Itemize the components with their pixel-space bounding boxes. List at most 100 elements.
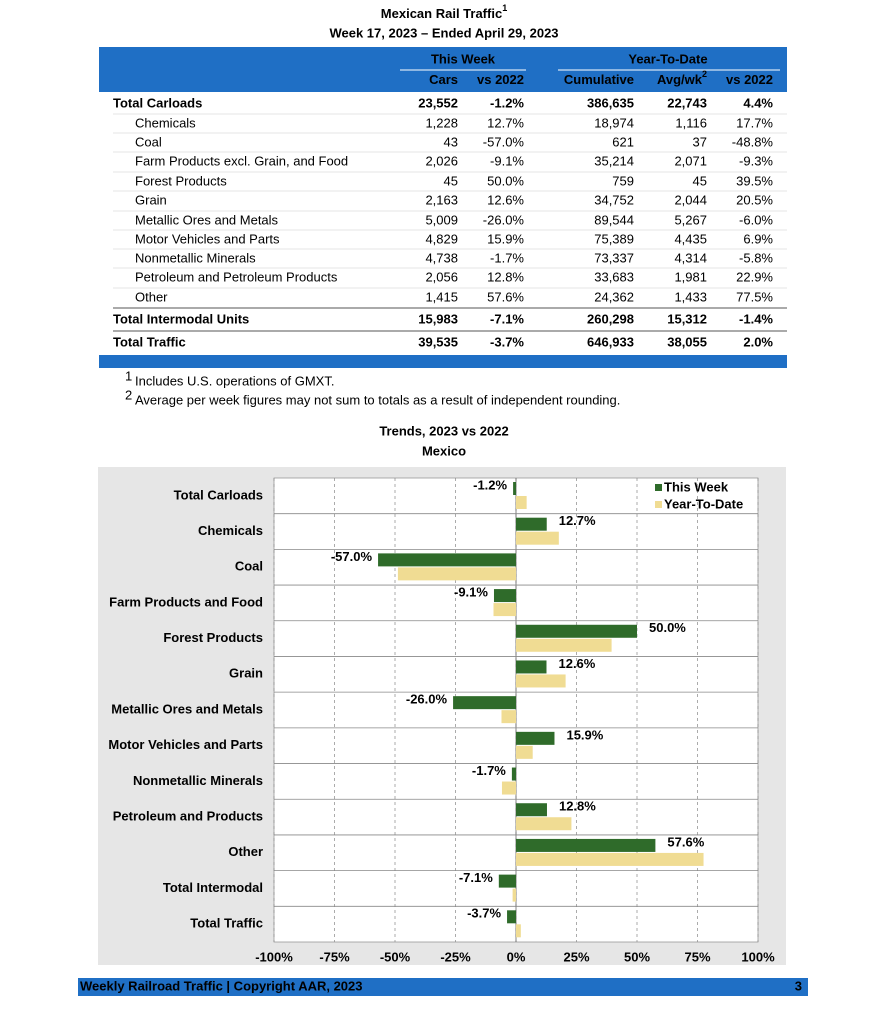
table-cell: -6.0% bbox=[739, 212, 773, 227]
table-cell: 759 bbox=[612, 173, 634, 188]
table-cell: 15,312 bbox=[667, 311, 707, 326]
table-cell: 43 bbox=[444, 134, 458, 149]
column-header-text: vs 2022 bbox=[726, 72, 773, 87]
row-label: Petroleum and Petroleum Products bbox=[135, 269, 338, 284]
y-tick-label: Metallic Ores and Metals bbox=[111, 701, 263, 716]
table-cell: 4.4% bbox=[743, 95, 773, 110]
footnote-mark: 2 bbox=[125, 387, 132, 402]
bar bbox=[507, 910, 516, 924]
column-header: vs 2022 bbox=[477, 72, 524, 87]
table-cell: 37 bbox=[693, 134, 707, 149]
table-footer-band bbox=[99, 355, 787, 368]
bar bbox=[516, 496, 527, 509]
row-label: Other bbox=[135, 289, 168, 304]
table-cell: 33,683 bbox=[594, 269, 634, 284]
data-label: -57.0% bbox=[331, 549, 373, 564]
row-label: Motor Vehicles and Parts bbox=[135, 231, 280, 246]
table-cell: -3.7% bbox=[490, 334, 524, 349]
data-label: -7.1% bbox=[459, 870, 493, 885]
table-cell: 12.6% bbox=[487, 192, 524, 207]
table-cell: 35,214 bbox=[594, 153, 634, 168]
bar bbox=[516, 745, 533, 759]
table-cell: 2,056 bbox=[425, 269, 458, 284]
column-header-text: Cumulative bbox=[564, 72, 634, 87]
subtitle: Week 17, 2023 – Ended April 29, 2023 bbox=[329, 25, 558, 40]
table-cell: 2,026 bbox=[425, 153, 458, 168]
table-cell: 45 bbox=[444, 173, 458, 188]
y-tick-label: Motor Vehicles and Parts bbox=[108, 737, 263, 752]
bar bbox=[516, 731, 555, 745]
data-label: 50.0% bbox=[649, 620, 686, 635]
table-cell: -48.8% bbox=[732, 134, 774, 149]
table-cell: -5.8% bbox=[739, 250, 773, 265]
column-header: vs 2022 bbox=[726, 72, 773, 87]
superscript: 2 bbox=[702, 69, 707, 79]
table-cell: 5,009 bbox=[425, 212, 458, 227]
table-cell: 77.5% bbox=[736, 289, 773, 304]
row-label: Forest Products bbox=[135, 173, 227, 188]
table-cell: 75,389 bbox=[594, 231, 634, 246]
data-label: 57.6% bbox=[667, 834, 704, 849]
data-label: 15.9% bbox=[566, 727, 603, 742]
table-cell: 4,829 bbox=[425, 231, 458, 246]
table-cell: 39,535 bbox=[418, 334, 458, 349]
table-cell: 15,983 bbox=[418, 311, 458, 326]
table-cell: 20.5% bbox=[736, 192, 773, 207]
column-header: Cars bbox=[429, 72, 458, 87]
column-header-text: Avg/wk bbox=[657, 72, 703, 87]
data-label: 12.8% bbox=[559, 799, 596, 814]
data-label: 12.6% bbox=[558, 656, 595, 671]
x-tick-label: -50% bbox=[380, 949, 411, 964]
bar bbox=[516, 674, 566, 688]
table-cell: 4,435 bbox=[674, 231, 707, 246]
data-label: -26.0% bbox=[406, 692, 448, 707]
table-cell: 23,552 bbox=[418, 95, 458, 110]
table-cell: 2,071 bbox=[674, 153, 707, 168]
table-cell: 2,163 bbox=[425, 192, 458, 207]
footer-band bbox=[78, 978, 808, 996]
row-label: Farm Products excl. Grain, and Food bbox=[135, 153, 348, 168]
legend-entry: This Week bbox=[664, 479, 729, 494]
bar bbox=[516, 517, 547, 531]
legend-entry: Year-To-Date bbox=[664, 496, 743, 511]
bar bbox=[516, 852, 704, 866]
y-tick-label: Grain bbox=[229, 666, 263, 681]
table-cell: 18,974 bbox=[594, 115, 634, 130]
y-tick-label: Forest Products bbox=[163, 630, 263, 645]
legend-swatch bbox=[655, 484, 662, 491]
bar bbox=[516, 531, 559, 545]
table-cell: 34,752 bbox=[594, 192, 634, 207]
y-tick-label: Chemicals bbox=[198, 523, 263, 538]
bar bbox=[516, 817, 572, 831]
table-cell: -26.0% bbox=[483, 212, 525, 227]
legend-swatch bbox=[655, 501, 662, 508]
table-cell: 4,738 bbox=[425, 250, 458, 265]
bar bbox=[493, 603, 516, 617]
row-label: Total Traffic bbox=[113, 334, 186, 349]
table-cell: 38,055 bbox=[667, 334, 707, 349]
column-header-text: Cars bbox=[429, 72, 458, 87]
data-label: -9.1% bbox=[454, 585, 488, 600]
table-cell: 57.6% bbox=[487, 289, 524, 304]
data-label: -3.7% bbox=[467, 906, 501, 921]
x-tick-label: 25% bbox=[563, 949, 589, 964]
column-header: Cumulative bbox=[564, 72, 634, 87]
page-number: 3 bbox=[795, 978, 802, 993]
footer-text: Weekly Railroad Traffic | Copyright AAR,… bbox=[80, 978, 363, 993]
row-label: Nonmetallic Minerals bbox=[135, 250, 256, 265]
table-cell: 1,415 bbox=[425, 289, 458, 304]
table-cell: 15.9% bbox=[487, 231, 524, 246]
x-tick-label: 100% bbox=[741, 949, 775, 964]
bar bbox=[512, 888, 516, 902]
table-cell: 2,044 bbox=[674, 192, 707, 207]
table-cell: 22,743 bbox=[667, 95, 707, 110]
table-cell: -1.7% bbox=[490, 250, 524, 265]
x-tick-label: -25% bbox=[440, 949, 471, 964]
title: Mexican Rail Traffic1 bbox=[381, 3, 507, 21]
bar bbox=[498, 874, 516, 888]
table-cell: -9.1% bbox=[490, 153, 524, 168]
data-label: -1.7% bbox=[472, 763, 506, 778]
table-cell: 89,544 bbox=[594, 212, 634, 227]
row-label: Coal bbox=[135, 134, 162, 149]
bar bbox=[516, 924, 521, 938]
